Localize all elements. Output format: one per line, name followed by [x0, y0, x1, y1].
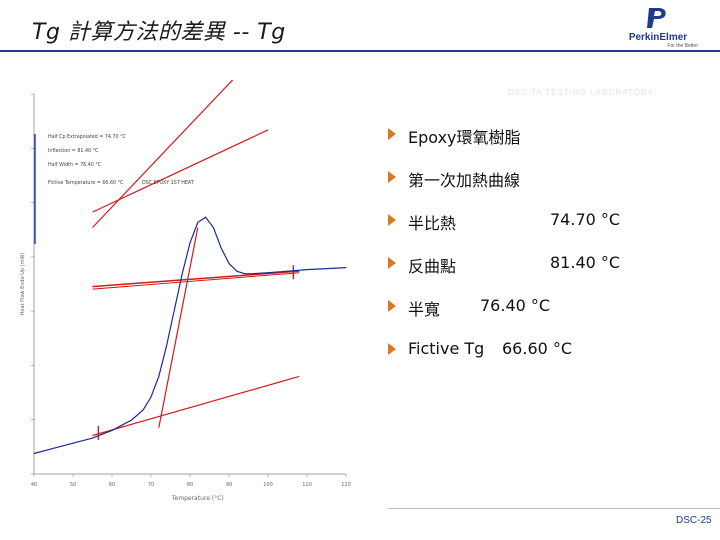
dsc-curve-line: [33, 216, 347, 455]
perkinelmer-logo-icon: [647, 8, 666, 28]
dsc-curve-point: [166, 345, 168, 347]
upper-baseline: [92, 272, 300, 290]
brand-logo: PerkinElmer For the Better: [618, 6, 698, 49]
bullet-value: 76.40 °C: [480, 296, 551, 315]
dsc-chart: 40 50 60 70 80 90 100 110 120 Temperature (°C) Hea…: [20, 80, 351, 502]
dsc-curve-point: [287, 270, 288, 272]
dsc-curve-point: [33, 453, 35, 454]
bullet-half-cp: 半比熱 74.70 °C: [388, 210, 708, 236]
glass-line: [92, 129, 269, 213]
bullet-label: 反曲點: [408, 257, 457, 276]
bullet-arrow-icon: [388, 300, 396, 312]
dsc-curve-point: [326, 268, 327, 269]
slide-number: DSC-25: [676, 515, 712, 526]
logo-tagline: For the Better: [667, 43, 698, 49]
x-axis-label: Temperature (°C): [171, 495, 224, 502]
dsc-curve-point: [174, 309, 175, 311]
dsc-curve-point: [189, 242, 191, 244]
x-tick-label: 90: [226, 482, 232, 488]
x-tick-label: 70: [148, 482, 154, 488]
dsc-curve-point: [252, 273, 253, 275]
x-tick-label: 40: [31, 482, 37, 488]
bullet-fictive-tg: Fictive Tg 66.60 °C: [388, 339, 708, 365]
upper-baseline: [92, 270, 300, 288]
dsc-curve-point: [181, 273, 183, 275]
dsc-curve-point: [142, 409, 144, 411]
bullet-label: 第一次加熱曲線: [408, 171, 521, 190]
dsc-curve-point: [244, 273, 246, 275]
bullet-label: Fictive Tg: [408, 339, 485, 358]
bullet-value: 74.70 °C: [550, 210, 621, 229]
dsc-curve-point: [306, 269, 308, 271]
dsc-curve-point: [92, 437, 93, 439]
lower-baseline: [92, 375, 300, 437]
dsc-curve-point: [131, 419, 132, 421]
bullet-epoxy: Epoxy環氧樹脂: [388, 124, 708, 150]
dsc-curve-point: [228, 263, 230, 264]
bullet-value: 81.40 °C: [550, 253, 621, 272]
bullet-label: 半比熱: [408, 214, 457, 233]
bullet-arrow-icon: [388, 171, 396, 183]
dsc-curve-point: [236, 270, 238, 272]
title-rule: [0, 50, 720, 52]
footer-rule: [388, 508, 720, 509]
dsc-curve-point: [213, 227, 214, 228]
dsc-curve-point: [345, 267, 347, 268]
chart-annotation: Inflection = 81.40 °C: [48, 148, 99, 154]
chart-annotation: Half Cp Extrapolated = 74.70 °C: [48, 134, 127, 140]
bullet-first-heat: 第一次加熱曲線: [388, 167, 708, 193]
dsc-curve-point: [205, 216, 207, 218]
x-tick-label: 60: [109, 482, 115, 488]
slide-title: Tg 計算方法的差異 -- Tg: [32, 20, 286, 45]
chart-annotation: Half Width = 76.40 °C: [48, 162, 102, 168]
x-tick-label: 110: [302, 482, 312, 488]
x-tick-label: 80: [187, 482, 193, 488]
x-tick-label: 50: [70, 482, 76, 488]
dsc-curve-point: [53, 447, 54, 449]
bullet-value: 66.60 °C: [502, 339, 573, 358]
x-tick-label: 120: [341, 482, 351, 488]
dsc-curve-point: [267, 272, 269, 274]
dsc-curve-point: [111, 429, 113, 431]
bullet-half-width: 半寬 76.40 °C: [388, 296, 708, 322]
bullet-arrow-icon: [388, 214, 396, 226]
dsc-curve-point: [197, 221, 199, 223]
dsc-curve-point: [220, 247, 222, 249]
dsc-curve-point: [72, 442, 74, 444]
logo-name: PerkinElmer: [628, 32, 688, 43]
y-axis-label: Heat Flow Endo Up (mW): [20, 253, 26, 316]
dsc-curve-point: [158, 376, 160, 377]
bullet-arrow-icon: [388, 128, 396, 140]
inflection-tangent: [158, 227, 199, 428]
bullet-arrow-icon: [388, 257, 396, 269]
faint-header-text: DSC TA TESTING LABORATORY: [508, 88, 654, 97]
rubber-line: [92, 80, 234, 228]
bullet-arrow-icon: [388, 343, 396, 355]
bullet-label: 半寬: [408, 300, 441, 319]
chart-annotation: Fictive Temperature = 66.60 °C: [48, 180, 124, 186]
bullet-list: Epoxy環氧樹脂 第一次加熱曲線 半比熱 74.70 °C 反曲點 81.40…: [388, 124, 708, 382]
bullet-label: Epoxy環氧樹脂: [408, 128, 521, 147]
chart-annotation: DSC EPOXY 1ST HEAT: [142, 180, 194, 186]
x-tick-label: 100: [263, 482, 273, 488]
dsc-curve-point: [150, 396, 152, 398]
bullet-inflection: 反曲點 81.40 °C: [388, 253, 708, 279]
